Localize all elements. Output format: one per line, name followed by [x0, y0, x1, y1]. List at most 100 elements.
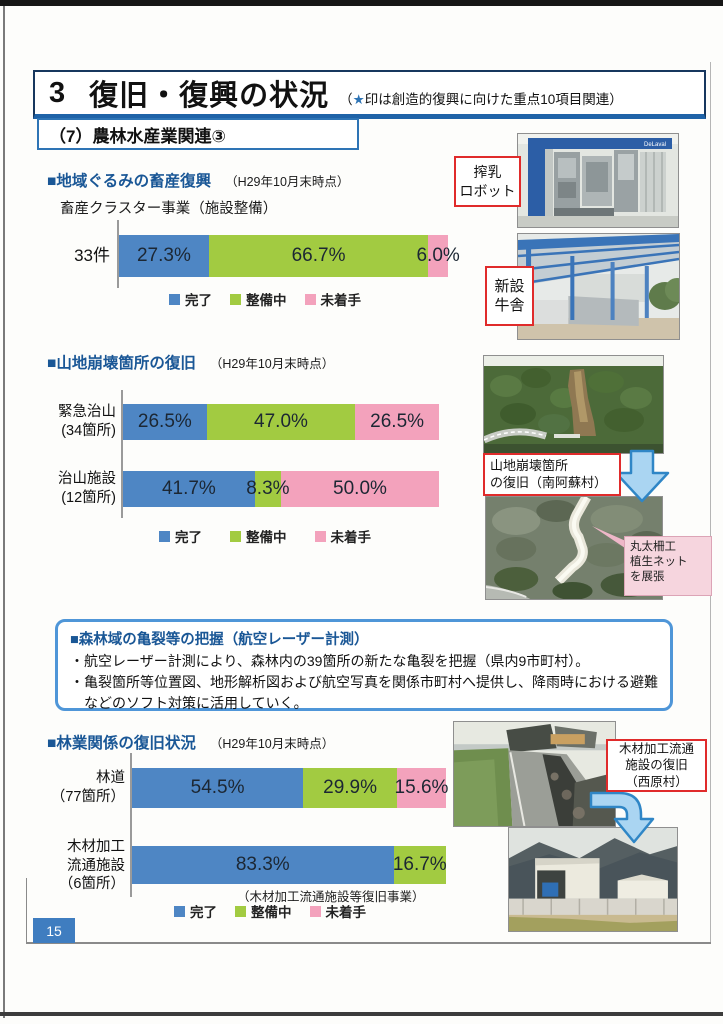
bar-value-label: 47.0%	[254, 411, 308, 432]
bullet-icon: ■	[47, 173, 57, 190]
bar-category-line: 流通施設	[67, 857, 125, 874]
bar-category-line: 治山施設	[58, 471, 116, 488]
chart-heading-livestock: ■地域ぐるみの畜産復興 （H29年10月末時点）	[47, 173, 350, 190]
bar-value-label: 16.7%	[392, 854, 447, 875]
scan-edge-left	[3, 6, 5, 1018]
bar-segment: 16.7%	[392, 846, 447, 884]
paper-edge-left	[26, 878, 27, 942]
axis-line	[130, 753, 132, 897]
bar-segment: 47.0%	[206, 404, 356, 440]
legend-swatch-done	[169, 293, 180, 305]
bar-value-label: 50.0%	[333, 478, 387, 499]
bar-category-line: 33件	[74, 246, 110, 266]
bar-category-line: （6箇所）	[58, 876, 125, 893]
page-title-number: 3	[49, 76, 66, 109]
legend-swatch-done	[159, 530, 170, 542]
photo-new-barn	[517, 233, 680, 340]
bar-segment: 6.0%	[416, 235, 460, 277]
forest-crack-info-box: ■森林域の亀裂等の把握（航空レーザー計測） ・航空レーザー計測により、森林内の3…	[55, 619, 673, 711]
chart-subtitle-livestock: 畜産クラスター事業（施設整備）	[60, 201, 278, 217]
red-label-new-barn: 新設 牛舎	[485, 266, 534, 326]
callout-pointer	[592, 526, 628, 550]
bar-category-line: 緊急治山	[58, 404, 116, 421]
bar-track: 54.5% 29.9% 15.6%	[132, 768, 449, 808]
bullet-icon: ■	[47, 735, 57, 752]
bar-value-label: 83.3%	[235, 854, 290, 875]
legend-item-done: 完了	[169, 289, 212, 309]
paper-edge-bottom	[26, 942, 711, 944]
legend-swatch-in-progress	[230, 530, 241, 542]
scan-edge-bottom	[0, 1012, 723, 1016]
bar-value-label: 6.0%	[416, 245, 460, 266]
bar-value-label: 54.5%	[190, 777, 245, 798]
info-bullet: ・航空レーザー計測により、森林内の39箇所の新たな亀裂を把握（県内9市町村）。	[70, 653, 590, 669]
legend-swatch-in-progress	[235, 905, 246, 917]
photo-milking-robot: DeLaval	[517, 133, 679, 228]
bar-category-line: (34箇所)	[61, 423, 116, 439]
legend-item-in-progress: 整備中	[230, 289, 287, 309]
bar-segment: 50.0%	[280, 471, 439, 507]
delaval-logo-text: DeLaval	[644, 142, 666, 148]
legend-item-done: 完了	[174, 901, 217, 921]
legend-item-not-started: 未着手	[314, 526, 371, 546]
bar-category-line: 林道	[96, 770, 125, 787]
bar-track: 26.5% 47.0% 26.5%	[123, 404, 439, 440]
legend: 完了 整備中 未着手	[100, 526, 430, 546]
bar-segment: 26.5%	[355, 404, 439, 440]
bar-segment: 41.7%	[123, 471, 255, 507]
bar-category-line: (12箇所)	[61, 490, 116, 506]
bar-category-label: 33件	[52, 235, 114, 277]
legend-swatch-not-started	[304, 293, 316, 305]
scan-edge-top	[0, 0, 723, 6]
bar-value-label: 15.6%	[394, 777, 449, 798]
bar-segment: 83.3%	[132, 846, 394, 884]
section-label: （7）農林水産業関連③	[37, 118, 359, 150]
legend-swatch-not-started	[309, 905, 321, 917]
callout-log-fence: 丸太柵工 植生ネット を展張	[624, 536, 712, 596]
bar-value-label: 29.9%	[323, 777, 377, 798]
bar-segment: 27.3%	[119, 235, 209, 277]
photo-landslide	[483, 355, 664, 454]
page-title-box: 3 復旧・復興の状況 （★印は創造的復興に向けた重点10項目関連）	[33, 70, 706, 119]
as-of-note: （H29年10月末時点）	[225, 175, 350, 189]
red-label-milking-robot: 搾乳 ロボット	[454, 156, 521, 207]
legend: 完了 整備中 未着手	[100, 289, 430, 309]
bar-value-label: 26.5%	[137, 411, 192, 432]
axis-line	[117, 220, 119, 288]
title-note: （★印は創造的復興に向けた重点10項目関連）	[339, 92, 623, 107]
legend-swatch-done	[174, 905, 185, 917]
bullet-icon: ■	[47, 355, 57, 372]
bar-value-label: 66.7%	[291, 245, 346, 266]
red-label-wood-facility: 木材加工流通 施設の復旧 （西原村）	[606, 739, 707, 792]
red-label-landslide-restoration: 山地崩壊箇所 の復旧（南阿蘇村）	[483, 453, 621, 496]
bar-category-label: 林道 （77箇所）	[38, 768, 129, 808]
legend-swatch-not-started	[314, 530, 326, 542]
axis-line	[121, 390, 123, 518]
bar-segment: 8.3%	[246, 471, 290, 507]
info-box-title: ■森林域の亀裂等の把握（航空レーザー計測）	[70, 632, 369, 648]
bar-value-label: 41.7%	[161, 478, 216, 499]
bar-category-label: 治山施設 (12箇所)	[38, 471, 120, 507]
as-of-note: （H29年10月末時点）	[209, 737, 335, 751]
bar-value-label: 26.5%	[370, 411, 425, 432]
down-arrow-icon	[614, 449, 670, 503]
legend: 完了 整備中 未着手	[105, 901, 435, 921]
legend-item-not-started: 未着手	[309, 901, 366, 921]
bar-segment: 26.5%	[123, 404, 207, 440]
photo-damaged-facility	[453, 721, 616, 827]
legend-item-in-progress: 整備中	[230, 526, 287, 546]
bar-category-line: （77箇所）	[50, 789, 125, 805]
bar-segment: 66.7%	[208, 235, 429, 277]
bar-category-label: 木材加工 流通施設 （6箇所）	[34, 839, 129, 893]
legend-swatch-in-progress	[230, 293, 241, 305]
bar-track: 27.3% 66.7% 6.0%	[119, 235, 460, 277]
as-of-note: （H29年10月末時点）	[209, 357, 335, 371]
legend-item-in-progress: 整備中	[235, 901, 292, 921]
legend-item-not-started: 未着手	[304, 289, 361, 309]
bar-track: 83.3% 16.7%	[132, 846, 447, 884]
legend-item-done: 完了	[159, 526, 202, 546]
chart-heading-forestry: ■林業関係の復旧状況 （H29年10月末時点）	[47, 735, 335, 752]
chart-note: （木材加工流通施設等復旧事業）	[237, 890, 425, 904]
chart-heading-mountain: ■山地崩壊箇所の復旧 （H29年10月末時点）	[47, 355, 335, 372]
